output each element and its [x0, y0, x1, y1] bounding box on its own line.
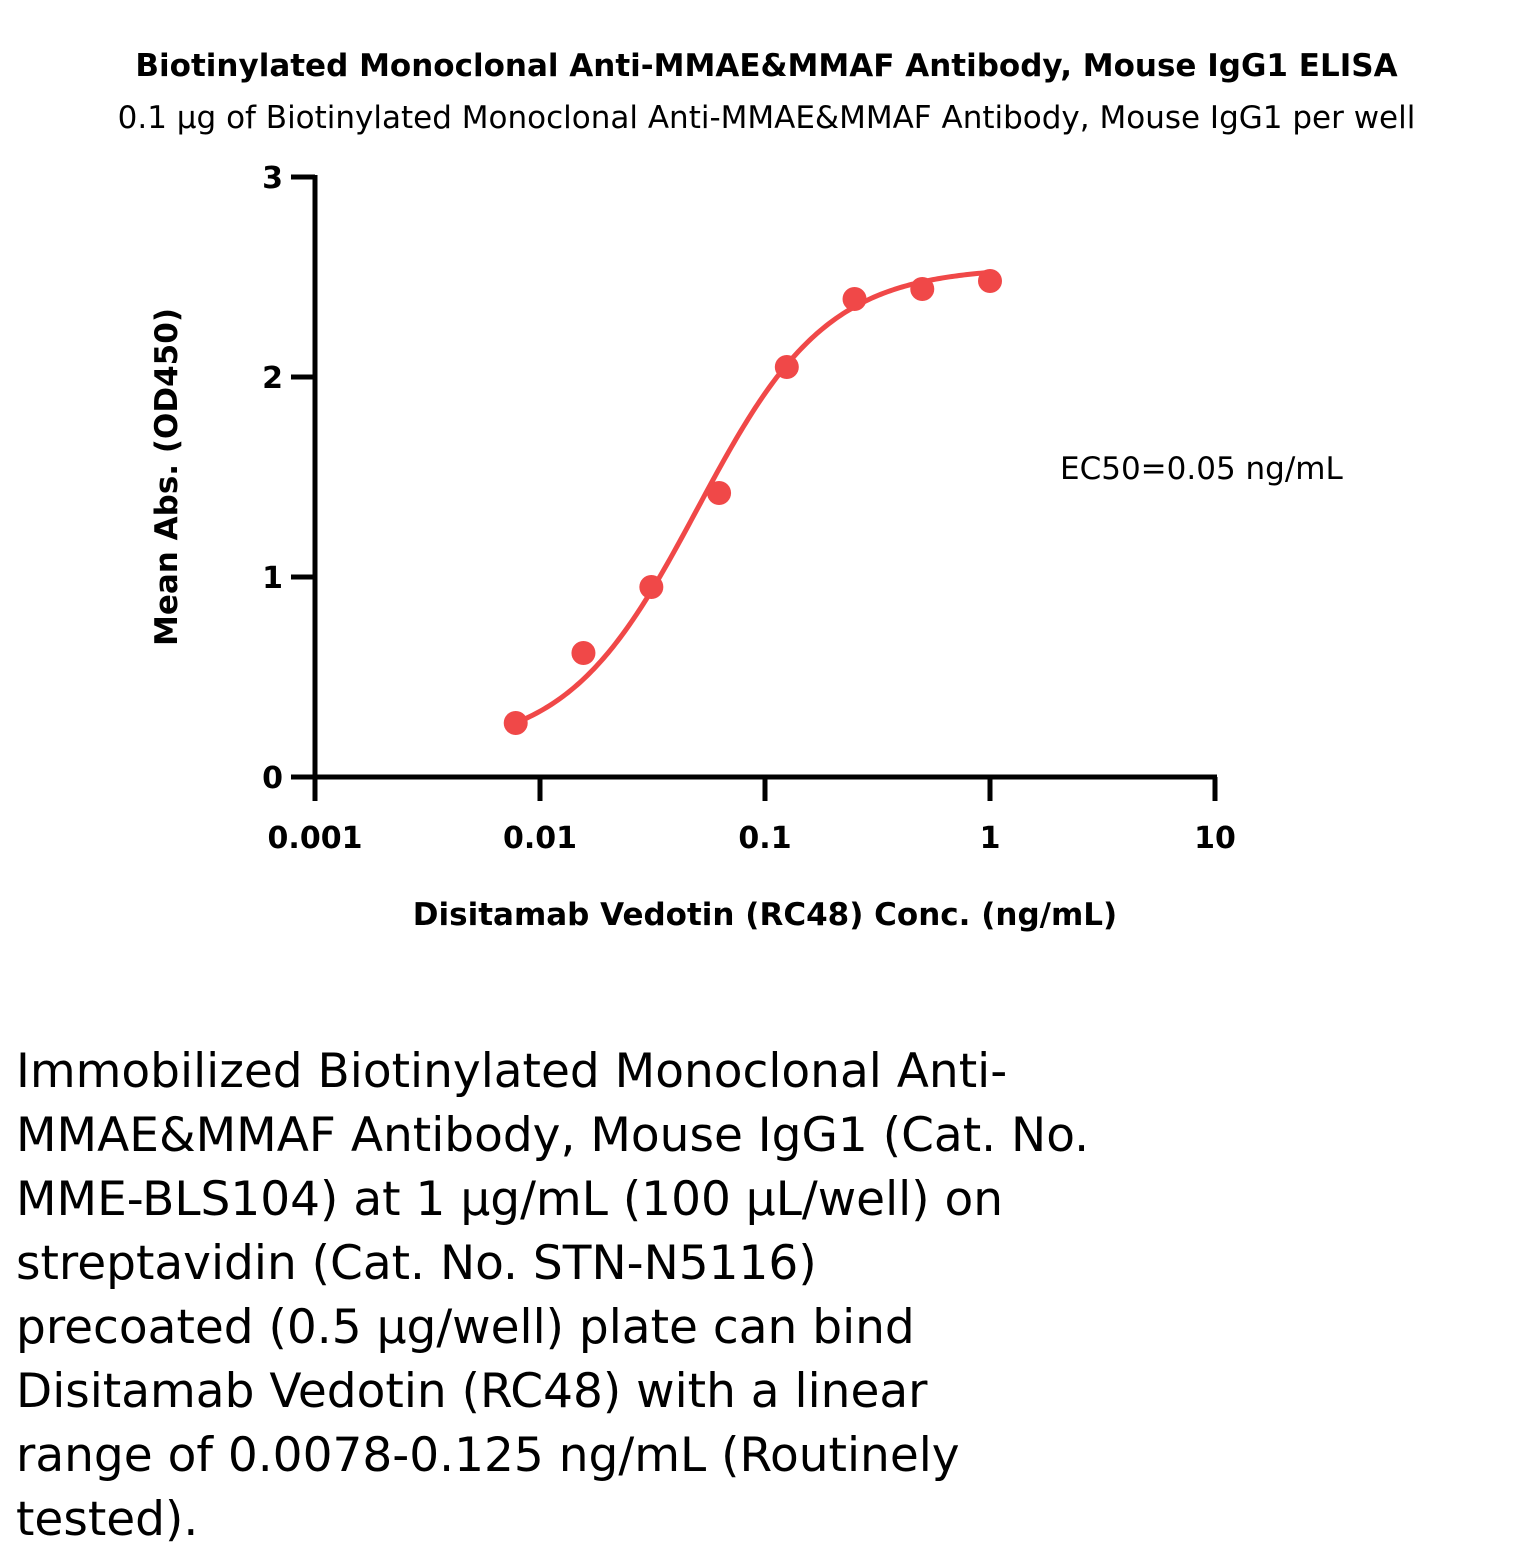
y-tick-label: 0 — [262, 761, 283, 796]
caption-line: range of 0.0078-0.125 ng/mL (Routinely — [16, 1428, 960, 1483]
data-point — [707, 481, 732, 505]
data-point — [842, 287, 867, 311]
caption-line: streptavidin (Cat. No. STN-N5116) — [16, 1236, 817, 1291]
data-point — [639, 575, 664, 599]
fit-curve — [513, 269, 993, 726]
axes: 0 1 2 3 0.001 0.01 0.1 1 10 — [262, 161, 1236, 856]
x-tick-label: 0.001 — [268, 821, 363, 856]
data-point — [774, 355, 799, 379]
elisa-chart: 0 1 2 3 0.001 0.01 0.1 1 10 EC50=0.05 ng/mL Disi… — [149, 161, 1343, 933]
caption: Immobilized Biotinylated Monoclonal Anti… — [16, 1040, 1276, 1552]
data-point — [571, 641, 596, 665]
y-tick-label: 2 — [262, 361, 283, 396]
data-point — [910, 277, 935, 301]
y-axis-label: Mean Abs. (OD450) — [149, 308, 185, 646]
x-tick-label: 0.1 — [738, 821, 791, 856]
x-tick-label: 1 — [980, 821, 1001, 856]
data-point — [503, 711, 528, 735]
caption-line: Immobilized Biotinylated Monoclonal Anti… — [16, 1044, 1008, 1099]
x-axis-label: Disitamab Vedotin (RC48) Conc. (ng/mL) — [413, 897, 1117, 933]
caption-line: MMAE&MMAF Antibody, Mouse IgG1 (Cat. No. — [16, 1108, 1090, 1163]
chart-title: Biotinylated Monoclonal Anti-MMAE&MMAF A… — [135, 48, 1398, 84]
caption-line: precoated (0.5 µg/well) plate can bind — [16, 1300, 915, 1355]
x-tick-label: 0.01 — [503, 821, 577, 856]
x-tick-label: 10 — [1194, 821, 1236, 856]
caption-line: MME-BLS104) at 1 µg/mL (100 µL/well) on — [16, 1172, 1004, 1227]
data-point — [978, 269, 1002, 293]
y-tick-label: 3 — [262, 161, 283, 196]
y-tick-label: 1 — [262, 561, 283, 596]
ec50-annotation: EC50=0.05 ng/mL — [1060, 451, 1343, 487]
data-points — [503, 269, 1002, 735]
chart-subtitle: 0.1 µg of Biotinylated Monoclonal Anti-M… — [117, 100, 1416, 136]
caption-line: Disitamab Vedotin (RC48) with a linear — [16, 1364, 928, 1419]
caption-line: tested). — [16, 1492, 199, 1547]
